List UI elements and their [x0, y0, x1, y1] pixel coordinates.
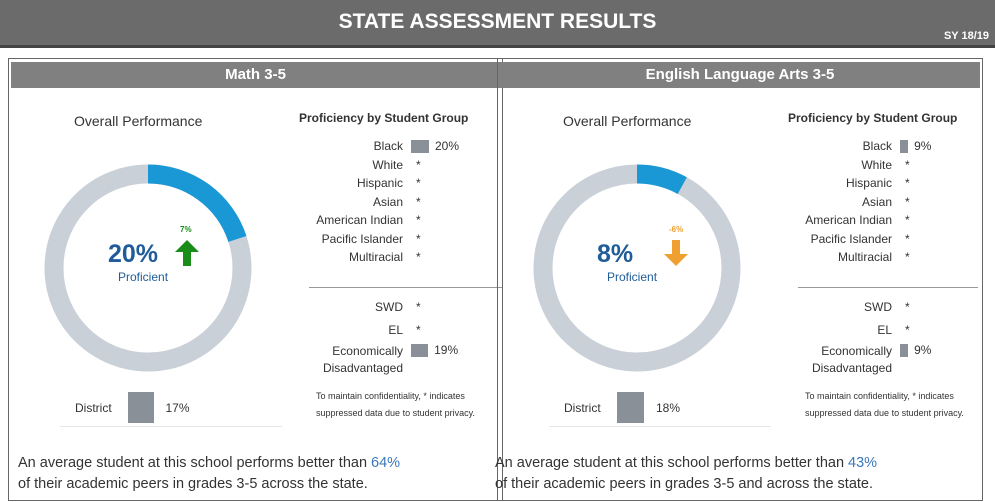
group-value: *: [416, 231, 421, 246]
change-label: -6%: [669, 225, 684, 234]
donut: [533, 164, 741, 372]
summary-text: of their academic peers in grades 3-5 an…: [495, 476, 874, 492]
summary-text: An average student at this school perfor…: [18, 455, 368, 471]
group-label: Asian: [372, 194, 403, 209]
overall-caption: Proficient: [118, 270, 169, 284]
year: SY 18/19: [943, 30, 989, 42]
district-value: 17%: [165, 401, 190, 415]
change-arrow-icon: [664, 240, 688, 266]
district-bar: [128, 392, 154, 423]
other-group-value: 19%: [434, 343, 459, 357]
group-label: Hispanic: [356, 176, 403, 190]
rule: [60, 426, 282, 427]
header-bar: [0, 0, 995, 48]
summary-text: An average student at this school perfor…: [495, 455, 845, 471]
groups-heading: Proficiency by Student Group: [788, 111, 958, 125]
group-label: Pacific Islander: [810, 231, 892, 246]
donut: [44, 164, 252, 372]
donut-track: [533, 164, 741, 372]
overall-value: 20%: [108, 240, 159, 268]
change-arrow-icon: [175, 240, 199, 266]
group-value: *: [905, 250, 910, 264]
group-value: 9%: [914, 139, 932, 153]
district-value: 18%: [656, 401, 681, 415]
panel-title: Math 3-5: [225, 66, 286, 83]
note: To maintain confidentiality, * indicates…: [805, 391, 964, 418]
group-value: *: [416, 194, 421, 209]
district-label: District: [75, 401, 112, 415]
group-label: Asian: [861, 194, 892, 209]
district-label: District: [564, 401, 601, 415]
other-group-label: Economically Disadvantaged: [811, 344, 892, 375]
group-value: 20%: [435, 139, 460, 153]
group-bar: [411, 140, 429, 153]
group-bar: [900, 140, 909, 153]
group-label: Multiracial: [348, 250, 403, 264]
donut-arc: [636, 164, 687, 195]
summary: An average student at this school perfor…: [495, 453, 877, 495]
donut-arc: [147, 164, 247, 243]
change-arrow: [664, 240, 688, 266]
other-group-label: Economically Disadvantaged: [322, 344, 403, 375]
groups-heading: Proficiency by Student Group: [299, 111, 469, 125]
other-group-bar: [411, 344, 429, 357]
note: To maintain confidentiality, * indicates…: [316, 391, 475, 418]
summary-value: 43%: [848, 455, 878, 471]
summary-text: of their academic peers in grades 3-5 ac…: [18, 476, 368, 492]
other-group-value: *: [905, 300, 910, 314]
other-group-label: EL: [877, 323, 892, 337]
other-group-label: SWD: [375, 300, 403, 314]
panel-title-bar: [11, 62, 500, 88]
overall-heading: Overall Performance: [563, 113, 692, 129]
group-value: *: [905, 157, 910, 172]
change-label: 7%: [180, 225, 192, 234]
other-group-bar: [900, 344, 909, 357]
other-group-value: 9%: [914, 343, 932, 357]
district-bar: [617, 392, 644, 423]
group-label: White: [372, 157, 403, 172]
other-group-label: SWD: [864, 300, 892, 314]
group-value: *: [416, 213, 421, 227]
divider: [309, 287, 502, 288]
group-label: American Indian: [805, 213, 892, 227]
other-group-value: *: [416, 300, 421, 314]
panel: [8, 58, 503, 501]
panel-title: English Language Arts 3-5: [645, 66, 835, 83]
summary-value: 64%: [371, 455, 401, 471]
overall-value: 8%: [597, 240, 634, 268]
other-group-value: *: [905, 323, 910, 337]
group-label: Black: [373, 139, 403, 153]
group-label: Hispanic: [845, 176, 892, 190]
panel: [497, 58, 983, 501]
title: STATE ASSESSMENT RESULTS: [338, 10, 657, 33]
summary: An average student at this school perfor…: [18, 453, 400, 495]
change-arrow: [175, 240, 199, 266]
group-value: *: [905, 176, 910, 190]
other-group-label: EL: [388, 323, 403, 337]
group-value: *: [905, 231, 910, 246]
group-label: Pacific Islander: [321, 231, 403, 246]
group-label: Multiracial: [837, 250, 892, 264]
panel-title-bar: [500, 62, 980, 88]
overall-heading: Overall Performance: [74, 113, 203, 129]
rule: [549, 426, 771, 427]
group-value: *: [416, 250, 421, 264]
group-value: *: [416, 157, 421, 172]
other-group-value: *: [416, 323, 421, 337]
overall-caption: Proficient: [607, 270, 658, 284]
group-label: Black: [862, 139, 892, 153]
divider: [798, 287, 978, 288]
group-label: American Indian: [316, 213, 403, 227]
group-label: White: [861, 157, 892, 172]
group-value: *: [905, 213, 910, 227]
group-value: *: [905, 194, 910, 209]
group-value: *: [416, 176, 421, 190]
